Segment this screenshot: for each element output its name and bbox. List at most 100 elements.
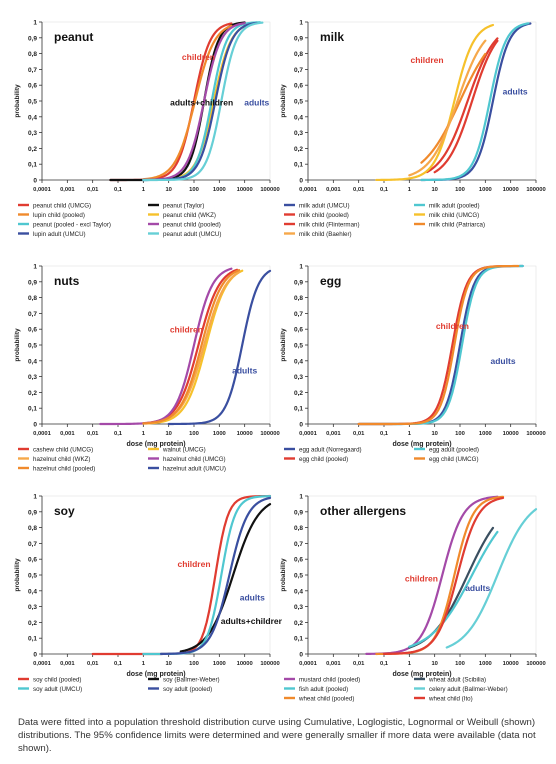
chart-svg-peanut: 0 0,1 0,2 0,3 0,4 0,5 0,6 0,7 0,8 0,9 1 0,0001 0,001… — [14, 20, 280, 238]
legend-label: wheat adult (Scibilia) — [428, 676, 486, 683]
y-axis-label: probability — [14, 328, 21, 362]
series-line-milk-child-baehler — [408, 39, 487, 177]
x-axis-label: dose (mg protein) — [126, 671, 185, 678]
x-tick-label: 10000 — [503, 431, 519, 437]
series-line-soy-child-pooled — [91, 494, 272, 656]
y-tick-label: 0,4 — [294, 114, 303, 121]
y-tick-label: 0,2 — [28, 620, 37, 627]
legend-label: milk child (Baehler) — [299, 231, 352, 238]
x-tick-label: 0,001 — [60, 431, 75, 437]
y-tick-label: 0,9 — [294, 509, 303, 516]
annotation-adults-children: adults+children — [170, 98, 233, 108]
legend-label: egg adult (Norregaard) — [299, 446, 362, 453]
y-tick-label: 0,6 — [28, 557, 37, 564]
series-line-milk-child-umcg — [375, 23, 495, 182]
x-tick-label: 10 — [165, 431, 171, 437]
x-tick-label: 0,001 — [60, 661, 75, 667]
x-tick-label: 0,1 — [114, 187, 123, 193]
legend-label: celery adult (Ballmer-Weber) — [429, 686, 508, 693]
chart-panel-milk: 0 0,1 0,2 0,3 0,4 0,5 0,6 0,7 0,8 0,9 1 0,0001 0,001… — [278, 8, 548, 243]
figure-caption: Data were fitted into a population thres… — [18, 717, 536, 754]
x-tick-label: 10 — [431, 431, 437, 437]
y-tick-label: 0,2 — [28, 146, 37, 153]
legend-label: milk child (Flinterman) — [299, 221, 360, 228]
chart-svg-soy: 0 0,1 0,2 0,3 0,4 0,5 0,6 0,7 0,8 0,9 1 0,0001 0,001… — [14, 494, 282, 693]
x-tick-label: 0,0001 — [299, 661, 318, 667]
x-tick-label: 1000 — [213, 431, 226, 437]
y-tick-label: 1 — [33, 20, 37, 27]
y-tick-label: 0,1 — [28, 162, 37, 169]
x-tick-label: 10000 — [237, 187, 253, 193]
y-axis-label: probability — [280, 84, 287, 118]
y-tick-label: 0,2 — [294, 620, 303, 627]
y-tick-label: 1 — [33, 264, 37, 271]
chart-svg-milk: 0 0,1 0,2 0,3 0,4 0,5 0,6 0,7 0,8 0,9 1 0,0001 0,001… — [280, 20, 546, 238]
series-line-hazelnut-child-pooled — [142, 269, 241, 425]
chart-title: nuts — [54, 274, 80, 288]
x-tick-label: 10000 — [503, 661, 519, 667]
x-tick-label: 0,01 — [353, 431, 365, 437]
y-tick-label: 0,5 — [294, 343, 303, 350]
x-tick-label: 100000 — [260, 661, 279, 667]
legend-label: fish adult (pooled) — [299, 686, 348, 693]
y-axis-label: probability — [280, 558, 287, 592]
y-tick-label: 0,6 — [294, 327, 303, 334]
legend-label: hazelnut child (pooled) — [33, 465, 95, 472]
chart-title: soy — [54, 504, 75, 518]
x-tick-label: 0,01 — [353, 661, 365, 667]
y-tick-label: 1 — [299, 494, 303, 501]
y-tick-label: 0,1 — [294, 162, 303, 169]
y-tick-label: 1 — [299, 264, 303, 271]
y-tick-label: 0 — [299, 422, 303, 429]
y-tick-label: 0,6 — [294, 83, 303, 90]
series-line-hazelnut-child-wkz — [142, 271, 241, 425]
y-tick-label: 0,7 — [28, 541, 37, 548]
y-tick-label: 0,8 — [28, 525, 37, 532]
legend-label: milk adult (UMCU) — [299, 202, 350, 209]
series-line-lupin-child-pooled — [142, 24, 233, 181]
y-tick-label: 0,7 — [294, 541, 303, 548]
y-tick-label: 0,8 — [294, 525, 303, 532]
legend-label: soy adult (UMCU) — [33, 686, 82, 693]
x-tick-label: 10000 — [503, 187, 519, 193]
legend-label: wheat child (Ito) — [428, 695, 473, 702]
y-tick-label: 0,7 — [28, 67, 37, 74]
y-tick-label: 0,8 — [28, 51, 37, 58]
x-tick-label: 10 — [431, 187, 437, 193]
x-tick-label: 0,1 — [380, 431, 389, 437]
series-line-milk-child-pooled — [425, 37, 499, 174]
legend-label: peanut child (UMCG) — [33, 202, 91, 209]
chart-svg-other-allergens: 0 0,1 0,2 0,3 0,4 0,5 0,6 0,7 0,8 0,9 1 0,0001 0,001… — [280, 494, 546, 703]
chart-title: peanut — [54, 30, 93, 44]
y-tick-label: 0,9 — [28, 279, 37, 286]
y-tick-label: 0,7 — [294, 67, 303, 74]
y-tick-label: 0,1 — [294, 406, 303, 413]
legend-label: peanut child (pooled) — [163, 221, 221, 228]
series-line-hazelnut-child-umcg — [99, 267, 233, 426]
x-tick-label: 10 — [165, 187, 171, 193]
legend-label: peanut (pooled - excl Taylor) — [33, 221, 111, 228]
legend-label: egg child (pooled) — [299, 456, 348, 463]
annotation-children: children — [177, 559, 210, 569]
legend-label: hazelnut adult (UMCU) — [163, 465, 226, 472]
chart-svg-nuts: 0 0,1 0,2 0,3 0,4 0,5 0,6 0,7 0,8 0,9 1 0,0001 0,001… — [14, 264, 280, 473]
x-tick-label: 0,0001 — [33, 661, 52, 667]
annotation-adults-children: adults+children — [221, 616, 282, 626]
x-tick-label: 10000 — [237, 431, 253, 437]
legend-label: soy child (pooled) — [33, 676, 82, 683]
x-tick-label: 100 — [455, 661, 465, 667]
legend-label: milk child (UMCG) — [429, 212, 479, 219]
series-line-fish-adult-pooled — [408, 530, 499, 648]
legend-label: soy (Ballmer-Weber) — [163, 676, 220, 683]
plot-frame — [41, 495, 271, 655]
x-tick-label: 0,001 — [326, 431, 341, 437]
y-tick-label: 0,6 — [294, 557, 303, 564]
x-tick-label: 0,001 — [60, 187, 75, 193]
annotation-adults: adults — [491, 356, 516, 366]
legend-label: hazelnut child (WKZ) — [33, 456, 90, 463]
x-tick-label: 1 — [142, 187, 146, 193]
series-line-soy-adult-pooled — [159, 496, 272, 656]
chart-panel-nuts: 0 0,1 0,2 0,3 0,4 0,5 0,6 0,7 0,8 0,9 1 0,0001 0,001… — [12, 252, 282, 487]
y-axis-label: probability — [280, 328, 287, 362]
y-tick-label: 0,1 — [294, 636, 303, 643]
